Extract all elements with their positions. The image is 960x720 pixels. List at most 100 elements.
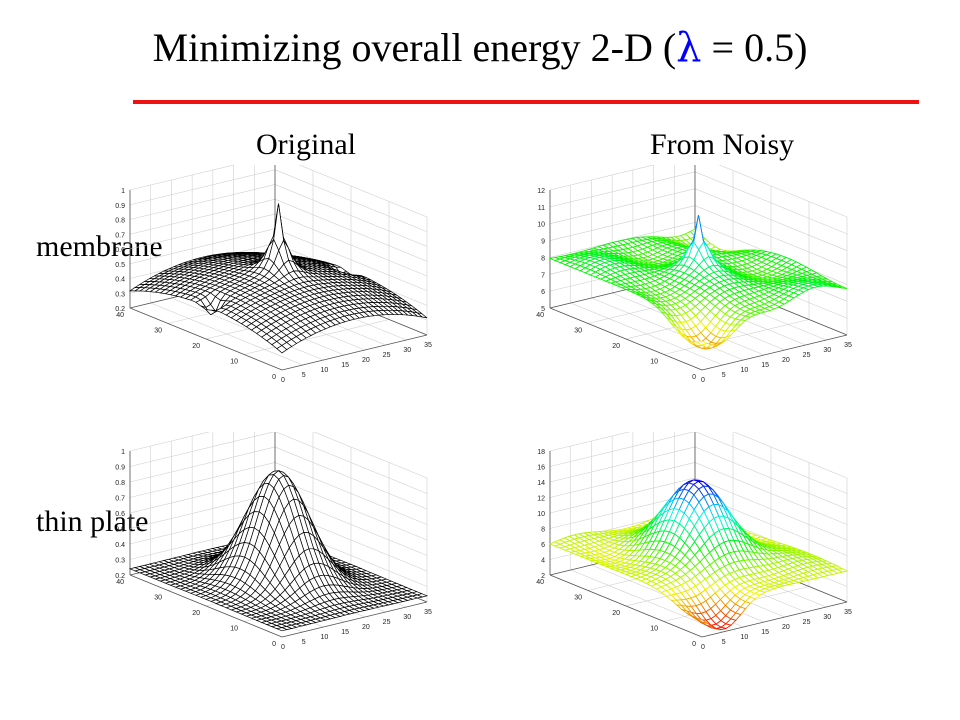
grid-line [549,432,848,494]
y-tick-label: 10 [650,359,658,366]
y-tick-label: 30 [154,328,162,335]
x-tick-label: 5 [722,639,726,646]
z-tick-label: 8 [541,255,545,262]
y-tick-label: 30 [574,595,582,602]
axis-line [281,601,428,638]
grid-line [549,432,848,479]
z-tick-label: 16 [537,465,545,472]
y-tick-label: 40 [536,312,544,319]
x-tick-label: 0 [281,644,285,651]
z-tick-label: 0.6 [115,247,125,254]
x-tick-label: 15 [761,629,769,636]
z-tick-label: 0.5 [115,262,125,269]
y-tick-label: 20 [192,610,200,617]
x-tick-label: 30 [823,614,831,621]
z-tick-label: 0.8 [115,480,125,487]
mesh-cell [275,627,288,632]
y-tick-label: 40 [116,312,124,319]
slide-title: Minimizing overall energy 2-D (λ = 0.5) [0,24,960,71]
z-tick-label: 10 [537,511,545,518]
z-tick-label: 6 [541,542,545,549]
y-tick-label: 20 [192,343,200,350]
z-tick-label: 0.3 [115,291,125,298]
x-tick-label: 15 [341,362,349,369]
x-tick-label: 0 [701,377,705,384]
plot-thinplate-noisy: 0 5 10 15 20 25 30 35 0 10 20 30 40 2 4 6 8 10 12 14 16 18 [530,432,880,662]
y-tick-label: 10 [650,626,658,633]
z-tick-label: 5 [541,306,545,313]
x-tick-label: 25 [803,352,811,359]
surface-mesh [548,479,849,631]
z-tick-label: 12 [537,188,545,195]
y-tick-label: 0 [692,641,696,648]
plot-membrane-noisy: 0 5 10 15 20 25 30 35 0 10 20 30 40 5 6 7 8 9 10 11 12 [530,165,880,385]
y-tick-label: 0 [272,374,276,381]
grid-line [549,165,848,218]
z-tick-label: 0.2 [115,573,125,580]
x-tick-label: 0 [281,377,285,384]
title-prefix: Minimizing overall energy 2-D ( [152,25,677,70]
col-label-original: Original [256,128,356,161]
x-tick-label: 30 [403,614,411,621]
axis-line [549,574,703,638]
z-tick-label: 0.4 [115,277,125,284]
grid-line [129,432,428,494]
surface-plot-thinplate-noisy: 0 5 10 15 20 25 30 35 0 10 20 30 402 4 6 8 10 12 14 16 18 [536,432,852,651]
x-tick-label: 20 [782,624,790,631]
z-tick-label: 0.3 [115,558,125,565]
y-tick-label: 30 [574,328,582,335]
title-underline [133,100,919,104]
surface-mesh [548,215,848,350]
lambda-symbol: λ [676,25,702,71]
y-tick-label: 40 [536,579,544,586]
mesh-cell [696,617,708,624]
z-tick-label: 11 [538,205,545,212]
y-tick-label: 30 [154,595,162,602]
surface-plot-thinplate-original: 0 5 10 15 20 25 30 35 0 10 20 30 400.2 0.3 0.4 0.5 0.6 0.… [115,432,432,651]
x-tick-label: 20 [362,357,370,364]
y-tick-label: 10 [230,359,238,366]
mesh-cell [276,345,288,354]
x-tick-label: 0 [701,644,705,651]
axis-line [701,601,848,638]
plot-membrane-original: 0 5 10 15 20 25 30 35 0 10 20 30 40 0.2 0.3 0.4 0.5 0.6 0.… [110,165,460,385]
x-tick-label: 30 [403,347,411,354]
y-tick-label: 10 [230,626,238,633]
z-tick-label: 0.9 [115,465,125,472]
x-tick-label: 15 [341,629,349,636]
y-tick-label: 20 [612,343,620,350]
x-tick-label: 10 [741,367,749,374]
x-tick-label: 10 [741,634,749,641]
z-tick-label: 0.5 [115,527,125,534]
grid-line [129,165,428,218]
z-tick-label: 7 [541,272,545,279]
mesh-cell [695,340,708,346]
z-tick-label: 4 [541,558,545,565]
z-tick-label: 1 [121,449,125,456]
surface-mesh [128,203,428,354]
x-tick-label: 35 [424,342,432,349]
y-tick-label: 40 [116,579,124,586]
x-tick-label: 15 [761,362,769,369]
z-tick-label: 10 [537,222,545,229]
z-tick-label: 0.8 [115,218,125,225]
grid-line [243,319,390,355]
surface-plot-membrane-original: 0 5 10 15 20 25 30 35 0 10 20 30 400.2 0.3 0.4 0.5 0.6 0.… [115,165,432,384]
x-tick-label: 5 [302,639,306,646]
y-tick-label: 0 [692,374,696,381]
col-label-from-noisy: From Noisy [650,128,795,161]
z-tick-label: 0.2 [115,306,125,313]
x-tick-label: 20 [362,624,370,631]
z-tick-label: 14 [537,480,545,487]
z-tick-label: 8 [541,527,545,534]
surface-mesh [128,470,429,632]
z-tick-label: 0.6 [115,511,125,518]
x-tick-label: 5 [722,372,726,379]
z-tick-label: 18 [537,449,545,456]
axis-line [129,574,283,638]
x-tick-label: 10 [321,367,329,374]
y-tick-label: 20 [612,610,620,617]
z-tick-label: 9 [541,239,545,246]
axis-line [701,334,848,371]
